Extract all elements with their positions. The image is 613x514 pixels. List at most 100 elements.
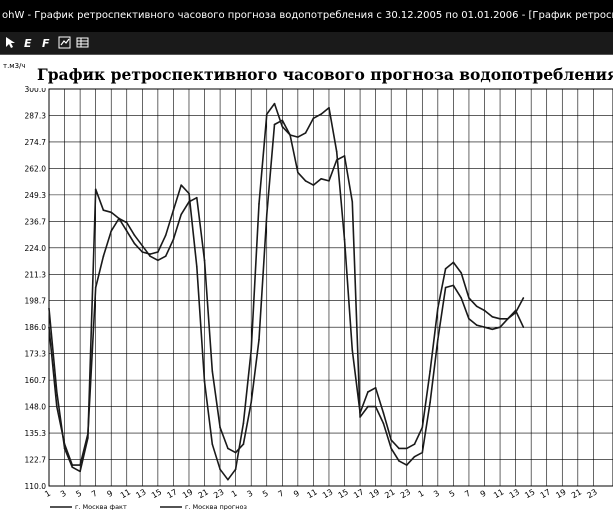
x-tick-label: 9 [479,489,488,499]
italic-f-icon[interactable]: F [40,36,53,49]
series-1-point [172,238,175,241]
series-2-point [398,447,400,450]
series-2-point [219,468,221,471]
series-1-point [234,451,237,454]
x-tick-label: 7 [277,489,286,499]
series-2-point [94,188,97,191]
legend-label: г. Москва факт [75,503,127,510]
series-1-point [110,230,113,232]
series-2-point [149,253,151,255]
series-2-point [514,311,517,314]
series-1-point [258,338,260,341]
x-tick-label: 1 [43,489,52,499]
series-1-point [491,328,494,331]
toolbar: E F [0,32,613,55]
series-2-point [55,391,58,393]
series-2-point [405,447,408,450]
y-tick-label: 262.0 [25,164,47,173]
series-2-point [195,265,198,268]
y-tick-label: 173.3 [25,350,47,359]
y-tick-label: 211.3 [25,270,47,279]
series-2-point [452,261,455,264]
series-2-point [390,439,392,441]
y-axis-label: т.м3/ч [3,62,26,70]
x-tick-label: 21 [570,487,583,500]
y-tick-label: 224.0 [25,244,47,253]
chart-title: График ретроспективного часового прогноз… [37,65,613,84]
series-1-point [304,180,307,182]
svg-text:E: E [24,37,32,49]
series-1-point [437,338,439,341]
grid [48,88,613,487]
y-tick-label: 249.3 [25,191,47,200]
series-1-point [265,213,268,216]
series-1-point [429,401,431,404]
y-tick-label: 122.7 [25,456,47,465]
x-tick-label: 13 [508,487,521,500]
window-titlebar: ohW - График ретроспективного часового п… [0,0,613,32]
series-1-point [48,326,50,329]
series-2-point [125,230,128,232]
series-1-point [374,405,377,408]
series-2-point [483,309,486,312]
x-tick-label: 1 [230,489,239,499]
series-2-point [382,412,385,414]
series-2-point [265,113,268,115]
series-2-point [250,349,252,351]
pointer-icon[interactable] [4,36,17,49]
series-1-point [250,401,252,404]
series-2-point [141,251,144,253]
series-1-point [367,405,369,408]
series-2-point [118,217,120,220]
x-tick-label: 17 [539,487,552,500]
series-2-point [164,234,167,237]
series-2-point [304,132,307,134]
x-tick-label: 15 [150,487,163,500]
series-1-point [180,213,183,216]
x-tick-label: 23 [399,487,412,500]
x-tick-label: 5 [448,489,457,499]
series-1-point [351,201,354,203]
plot-frame [48,88,613,487]
legend: г. Москва факт г. Москва прогноз [50,503,248,511]
series-1-point [203,259,206,262]
series-2-point [460,272,462,274]
x-tick-label: 15 [337,487,350,500]
y-tick-label: 236.7 [25,217,47,226]
y-tick-label: 110.0 [25,482,47,491]
series-1-point [343,155,346,157]
series-1-point [227,447,229,450]
series-2-point [421,426,424,429]
x-tick-label: 15 [523,487,536,500]
series-1-point [157,259,159,262]
italic-e-icon[interactable]: E [22,36,35,49]
series-1-point [125,221,128,224]
series-1-point [468,318,470,320]
x-tick-label: 1 [417,489,426,499]
table-icon[interactable] [76,36,89,49]
chart-icon[interactable] [58,36,71,49]
series-2-point [258,203,260,205]
series-2-point [312,117,315,120]
legend-label: г. Москва прогноз [185,503,248,510]
series-1-point [149,255,151,257]
series-1-point [55,405,58,408]
x-tick-label: 9 [106,489,115,499]
series-1-point [359,416,361,418]
series-2-point [335,150,338,153]
title-background [30,58,613,88]
y-tick-label: 300.0 [25,85,47,94]
x-tick-label: 7 [463,489,472,499]
x-tick-label: 3 [59,489,68,499]
x-tick-label: 21 [383,487,396,500]
x-tick-label: 23 [585,487,598,500]
series-line-2 [48,102,525,481]
x-tick-label: 23 [212,487,225,500]
x-tick-label: 19 [554,487,567,500]
x-tick-label: 21 [197,487,210,500]
series-1-point [94,286,97,289]
y-tick-label: 148.0 [25,403,47,412]
series-1-point [219,426,221,429]
series-1-point [312,184,315,186]
series-2-point [343,238,346,241]
